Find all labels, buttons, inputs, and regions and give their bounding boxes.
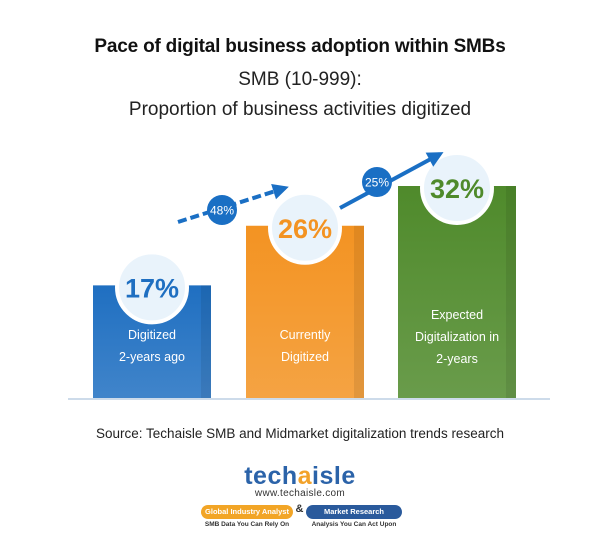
growth-badge-2: [362, 167, 392, 197]
source-note: Source: Techaisle SMB and Midmarket digi…: [96, 426, 504, 441]
growth-label-2: 25%: [365, 176, 389, 190]
badge-ampersand: &: [295, 503, 304, 515]
growth-arrow-head-1: [271, 184, 289, 200]
growth-badge-1: [207, 195, 237, 225]
badge-market-research: Market Research Orgnization: [306, 505, 402, 530]
logo-word-rest: isle: [312, 462, 356, 490]
tagline-right: Analysis You Can Act Upon: [311, 521, 397, 528]
value-label-1: 17%: [125, 273, 179, 303]
category-label-3-line-3: 2-years: [436, 352, 478, 366]
tagline-left: SMB Data You Can Rely On: [204, 521, 290, 528]
bar-chart: 17% Digitized 2-years ago 26% Currently Digit…: [68, 151, 550, 400]
badge-global-industry-analyst: Global Industry Analyst: [201, 505, 293, 519]
category-label-1-line-2: 2-years ago: [119, 350, 185, 364]
chart-title: Pace of digital business adoption within…: [94, 36, 506, 57]
growth-arrow-head-2: [425, 152, 444, 167]
category-label-2-line-1: Currently: [280, 328, 331, 342]
value-label-3: 32%: [430, 174, 484, 204]
category-label-1-line-1: Digitized: [128, 328, 176, 342]
chart-subtitle-metric: Proportion of business activities digiti…: [128, 99, 472, 120]
category-label-3-line-2: Digitalization in: [415, 330, 499, 344]
value-circle-3: [420, 151, 494, 225]
logo-word-main: tech: [244, 462, 298, 490]
value-circle-2: [268, 190, 342, 265]
chart-subtitle-segment: SMB (10-999):: [238, 69, 362, 90]
category-label-2-line-2: Digitized: [281, 350, 329, 364]
category-label-3-line-1: Expected: [431, 308, 483, 322]
techaisle-logo: techaisle: [0, 462, 600, 491]
logo-url: www.techaisle.com: [254, 488, 346, 499]
bar-shade-2: [354, 225, 364, 398]
logo-word-accent: a: [297, 462, 313, 490]
value-label-2: 26%: [278, 214, 332, 244]
value-circle-1: [115, 250, 189, 325]
bar-shade-3: [506, 186, 516, 398]
logo-wordmark: techaisle: [244, 462, 356, 490]
growth-label-1: 48%: [210, 204, 234, 218]
bar-shade-1: [201, 285, 211, 398]
